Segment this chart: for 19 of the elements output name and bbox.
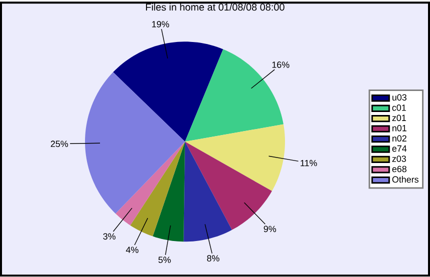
legend-label: Others	[392, 176, 418, 183]
legend-label: n02	[392, 135, 406, 142]
legend-label: u03	[392, 94, 406, 101]
data-label: 19%	[152, 21, 170, 28]
legend-label: n01	[392, 125, 406, 132]
legend-label: c01	[392, 104, 406, 111]
data-label: 9%	[264, 226, 276, 232]
legend-label: z03	[392, 156, 406, 162]
data-label: 25%	[50, 140, 68, 148]
data-label: 8%	[207, 255, 220, 262]
legend-label: e74	[392, 146, 407, 152]
data-label: 5%	[158, 256, 171, 264]
data-label: 3%	[103, 233, 116, 240]
chart-title: Files in home at 01/08/08 08:00	[146, 3, 284, 11]
data-label: 4%	[126, 246, 138, 254]
data-label: 11%	[300, 160, 317, 166]
legend-label: e68	[392, 166, 406, 172]
legend-label: z01	[392, 114, 406, 122]
data-label: 16%	[272, 62, 290, 68]
